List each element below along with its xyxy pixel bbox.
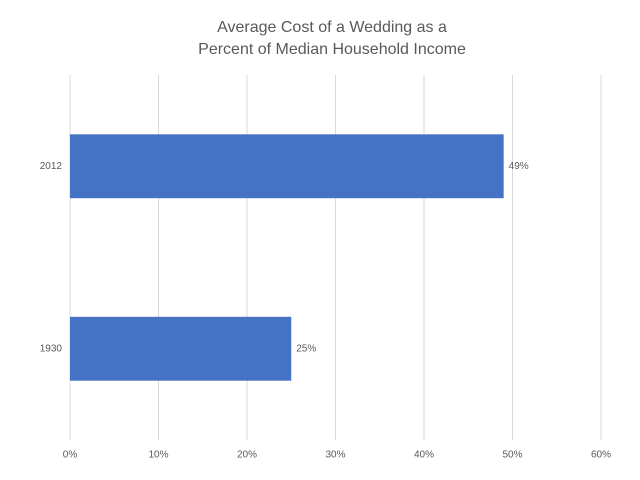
x-tick-label: 40% (414, 450, 434, 461)
y-tick-label: 1930 (40, 343, 63, 354)
data-label: 49% (509, 161, 529, 172)
x-tick-label: 60% (591, 450, 611, 461)
bar (70, 134, 504, 199)
data-label: 25% (296, 343, 316, 354)
x-tick-label: 10% (148, 450, 168, 461)
x-tick-label: 50% (502, 450, 522, 461)
bar (70, 316, 292, 381)
y-tick-label: 2012 (40, 161, 63, 172)
x-tick-label: 30% (325, 450, 345, 461)
chart-title: Percent of Median Household Income (198, 41, 466, 58)
x-tick-label: 20% (237, 450, 257, 461)
chart-title: Average Cost of a Wedding as a (217, 19, 447, 36)
x-tick-label: 0% (63, 450, 78, 461)
